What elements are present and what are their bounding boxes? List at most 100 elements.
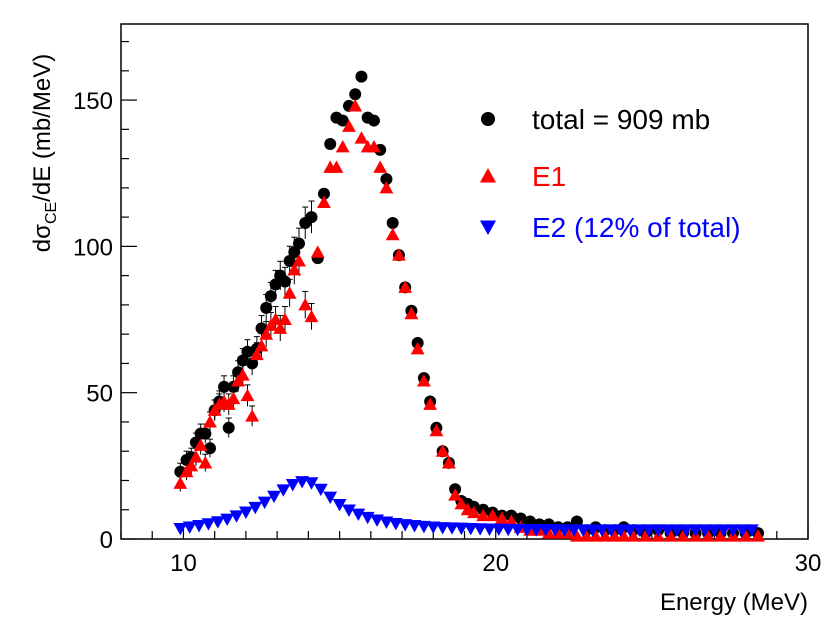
e2-point: [623, 524, 637, 537]
e1-point: [354, 131, 369, 144]
e2-point: [304, 477, 319, 490]
e2-point: [604, 524, 619, 537]
e1-point: [485, 508, 500, 522]
e1-point: [335, 139, 350, 153]
e1-point: [317, 195, 331, 209]
total-point: [367, 114, 380, 127]
total-point: [305, 211, 318, 224]
e2-point: [679, 524, 694, 537]
e1-point: [282, 286, 297, 299]
e2-point: [641, 524, 656, 537]
e2-point: [407, 520, 422, 533]
e1-point: [588, 529, 603, 542]
e1-point: [240, 388, 255, 402]
e1-point: [254, 338, 269, 352]
e2-point: [332, 498, 347, 512]
e2-point: [669, 524, 684, 537]
total-point: [246, 357, 259, 370]
e1-point: [385, 227, 400, 241]
e1-point: [435, 444, 450, 457]
e2-point: [342, 504, 356, 517]
e1-point: [298, 298, 313, 311]
e1-point: [189, 450, 203, 463]
e1-point: [198, 456, 213, 469]
e2-point: [707, 524, 722, 537]
e2-point: [538, 524, 553, 537]
e2-point: [417, 520, 431, 534]
x-tick-label: 30: [795, 550, 822, 577]
e1-point: [441, 456, 456, 469]
e1-point: [738, 529, 753, 542]
e1-point: [429, 423, 444, 437]
total-point: [514, 512, 527, 525]
e1-point: [398, 280, 413, 293]
e2-point: [220, 513, 235, 527]
e2-point: [726, 524, 740, 537]
e2-point: [529, 524, 544, 537]
e2-point: [716, 524, 731, 537]
e2-point: [454, 522, 469, 536]
e2-point: [501, 523, 516, 537]
total-point: [278, 275, 291, 288]
e2-point: [248, 501, 263, 515]
e2-point: [257, 496, 272, 510]
e2-point: [520, 524, 534, 537]
e1-point: [292, 254, 306, 267]
e2-point: [566, 524, 581, 537]
x-tick-label: 10: [170, 550, 197, 577]
legend-marker-2: [479, 220, 497, 236]
y-tick-label: 100: [73, 234, 113, 261]
e1-point: [173, 476, 188, 489]
e2-point: [313, 483, 328, 497]
total-point: [222, 421, 235, 434]
e1-point: [713, 529, 728, 542]
e2-point: [276, 484, 291, 497]
total-point: [349, 88, 362, 101]
e1-point: [579, 529, 594, 542]
e1-point: [751, 529, 765, 542]
total-point: [324, 137, 337, 150]
e2-point: [548, 524, 562, 537]
e2-point: [398, 519, 413, 532]
e1-point: [348, 99, 363, 112]
plot-frame: [120, 23, 809, 540]
e1-point: [638, 529, 653, 542]
e1-point: [626, 529, 641, 542]
e1-point: [373, 160, 388, 173]
e2-point: [351, 508, 366, 522]
y-axis-label: dσCE/dE (mb/MeV): [29, 54, 60, 252]
total-point: [236, 354, 249, 367]
e1-point: [454, 496, 469, 510]
e1-point: [310, 245, 325, 258]
e2-point: [585, 524, 600, 537]
e2-point: [660, 524, 675, 537]
y-tick-label: 150: [73, 88, 113, 115]
e1-point: [203, 415, 217, 428]
total-point: [199, 427, 212, 440]
e1-point: [278, 312, 292, 326]
e2-point: [435, 522, 450, 535]
total-point: [264, 290, 277, 303]
e1-point: [259, 327, 274, 340]
e2-point: [229, 510, 244, 523]
e2-point: [576, 524, 591, 537]
e2-point: [201, 518, 216, 531]
e2-point: [510, 523, 525, 537]
e1-point: [392, 248, 406, 261]
total-point: [203, 442, 216, 455]
x-tick-label: 20: [482, 550, 509, 577]
total-point: [355, 70, 368, 83]
e2-point: [688, 524, 703, 537]
e1-point: [304, 309, 319, 323]
e1-point: [616, 529, 631, 542]
e1-point: [663, 529, 678, 542]
e1-point: [235, 368, 250, 381]
y-tick-label: 50: [86, 381, 113, 408]
e1-point: [607, 529, 622, 542]
e2-point: [192, 520, 206, 533]
e2-point: [295, 476, 310, 489]
e2-point: [491, 523, 506, 536]
e1-point: [598, 529, 612, 542]
total-point: [283, 255, 296, 268]
